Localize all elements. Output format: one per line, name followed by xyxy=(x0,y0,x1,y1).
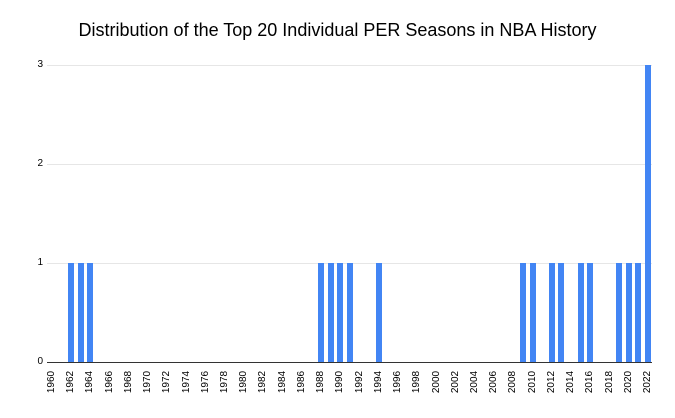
bar xyxy=(577,263,584,362)
x-tick-label: 2002 xyxy=(449,370,461,394)
x-tick-label: 1974 xyxy=(180,370,192,394)
x-tick-label: 1984 xyxy=(276,370,288,394)
bar xyxy=(558,263,565,362)
y-tick-label: 3 xyxy=(37,59,43,70)
x-axis-line xyxy=(47,362,652,363)
bar xyxy=(645,65,651,362)
bar xyxy=(625,263,632,362)
x-tick-label: 2008 xyxy=(507,370,519,394)
x-tick-label: 1972 xyxy=(161,370,173,394)
x-tick-label: 1998 xyxy=(411,370,423,394)
bar xyxy=(337,263,344,362)
bar xyxy=(587,263,594,362)
x-tick-label: 1986 xyxy=(295,370,307,394)
x-tick-label: 2004 xyxy=(468,370,480,394)
chart-title: Distribution of the Top 20 Individual PE… xyxy=(78,20,597,40)
gridline xyxy=(47,163,652,165)
x-tick-label: 1960 xyxy=(46,370,57,394)
x-tick-label: 2010 xyxy=(526,370,538,394)
y-tick-label: 1 xyxy=(37,257,43,268)
gridline xyxy=(47,64,652,66)
x-tick-label: 1988 xyxy=(315,370,327,394)
x-tick-label: 2006 xyxy=(488,370,500,394)
x-tick-label: 2000 xyxy=(430,370,442,394)
x-tick-label: 1976 xyxy=(199,370,211,394)
x-tick-label: 1970 xyxy=(142,370,154,394)
bar xyxy=(375,263,382,362)
x-tick-label: 1992 xyxy=(353,370,365,394)
bar xyxy=(616,263,623,362)
x-tick-label: 2014 xyxy=(565,370,577,394)
x-tick-label: 1968 xyxy=(122,370,134,394)
bar xyxy=(635,263,642,362)
x-tick-label: 1978 xyxy=(219,370,231,394)
x-tick-label: 1996 xyxy=(392,370,404,394)
bar xyxy=(529,263,536,362)
x-tick-label: 1990 xyxy=(334,370,346,394)
x-tick-label: 2012 xyxy=(545,370,557,394)
x-tick-label: 1966 xyxy=(103,370,115,394)
y-tick-label: 0 xyxy=(37,356,43,367)
x-tick-label: 2022 xyxy=(642,370,653,394)
bar xyxy=(87,263,94,362)
bar xyxy=(77,263,84,362)
x-tick-label: 2016 xyxy=(584,370,596,394)
bar xyxy=(548,263,555,362)
bar xyxy=(327,263,334,362)
x-tick-label: 1980 xyxy=(238,370,250,394)
x-tick-label: 2018 xyxy=(603,370,615,394)
bar xyxy=(318,263,325,362)
bar xyxy=(68,263,75,362)
x-tick-label: 1982 xyxy=(257,370,269,394)
x-tick-label: 2020 xyxy=(622,370,634,394)
y-tick-label: 2 xyxy=(37,158,43,169)
x-tick-label: 1964 xyxy=(84,370,96,394)
bar xyxy=(347,263,353,362)
bar xyxy=(520,263,527,362)
x-tick-label: 1994 xyxy=(372,370,384,394)
x-tick-label: 1962 xyxy=(65,370,77,394)
